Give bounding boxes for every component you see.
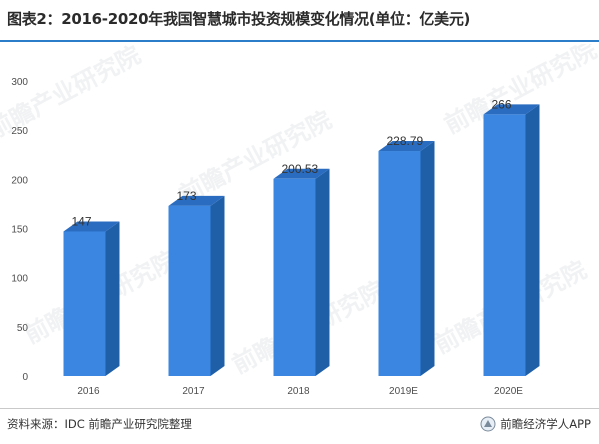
bar-2017: 173 — [168, 189, 225, 376]
brand-label: 前瞻经济学人APP — [500, 417, 591, 431]
x-tick-label: 2017 — [182, 386, 205, 397]
bar-chart: 前瞻产业研究院前瞻产业研究院前瞻产业研究院前瞻产业研究院前瞻产业研究院前瞻产业研… — [0, 44, 599, 397]
bar-top-face — [63, 221, 120, 232]
brand-credit: 前瞻经济学人APP — [480, 414, 591, 434]
bar-front-face — [378, 151, 421, 376]
bar-front-face — [483, 114, 526, 376]
y-tick-label: 100 — [11, 274, 28, 285]
bar-top-face — [273, 168, 330, 179]
x-tick-label: 2016 — [77, 386, 100, 397]
bar-side-face — [105, 221, 120, 376]
bar-front-face — [168, 205, 211, 376]
x-axis: 2016 2017 2018 2019E 2020E — [77, 386, 523, 397]
bars-layer: 147 173 200.53 228.79 266 — [63, 97, 540, 376]
y-tick-label: 250 — [11, 126, 28, 137]
data-label: 173 — [177, 189, 197, 203]
bar-front-face — [273, 178, 316, 376]
data-label: 266 — [492, 97, 512, 111]
data-label: 147 — [72, 214, 92, 228]
bar-front-face — [63, 231, 106, 376]
bar-2020E: 266 — [483, 97, 540, 376]
title-bar: 图表2：2016-2020年我国智慧城市投资规模变化情况(单位：亿美元) — [0, 0, 599, 40]
bar-side-face — [420, 141, 435, 376]
bar-side-face — [315, 168, 330, 376]
bar-top-face — [483, 104, 540, 115]
x-tick-label: 2018 — [287, 386, 310, 397]
bar-side-face — [525, 104, 540, 376]
bar-top-face — [168, 195, 225, 206]
bar-2018: 200.53 — [273, 162, 330, 376]
qianzhan-logo-icon — [480, 416, 496, 432]
chart-title: 图表2：2016-2020年我国智慧城市投资规模变化情况(单位：亿美元) — [7, 10, 471, 28]
footer-divider — [0, 408, 599, 409]
bar-2016: 147 — [63, 214, 120, 376]
y-tick-label: 300 — [11, 77, 28, 88]
x-tick-label: 2019E — [389, 386, 418, 397]
y-axis: 0 50 100 150 200 250 300 — [11, 77, 28, 383]
bar-top-face — [378, 141, 435, 152]
bar-side-face — [210, 195, 225, 376]
bar-2019E: 228.79 — [378, 134, 435, 376]
y-tick-label: 0 — [22, 372, 28, 383]
title-divider — [0, 40, 599, 42]
data-label: 228.79 — [387, 134, 424, 148]
y-tick-label: 200 — [11, 175, 28, 186]
data-label: 200.53 — [282, 162, 319, 176]
source-note: 资料来源：IDC 前瞻产业研究院整理 — [7, 417, 192, 431]
x-tick-label: 2020E — [494, 386, 523, 397]
y-tick-label: 150 — [11, 225, 28, 236]
y-tick-label: 50 — [17, 323, 29, 334]
